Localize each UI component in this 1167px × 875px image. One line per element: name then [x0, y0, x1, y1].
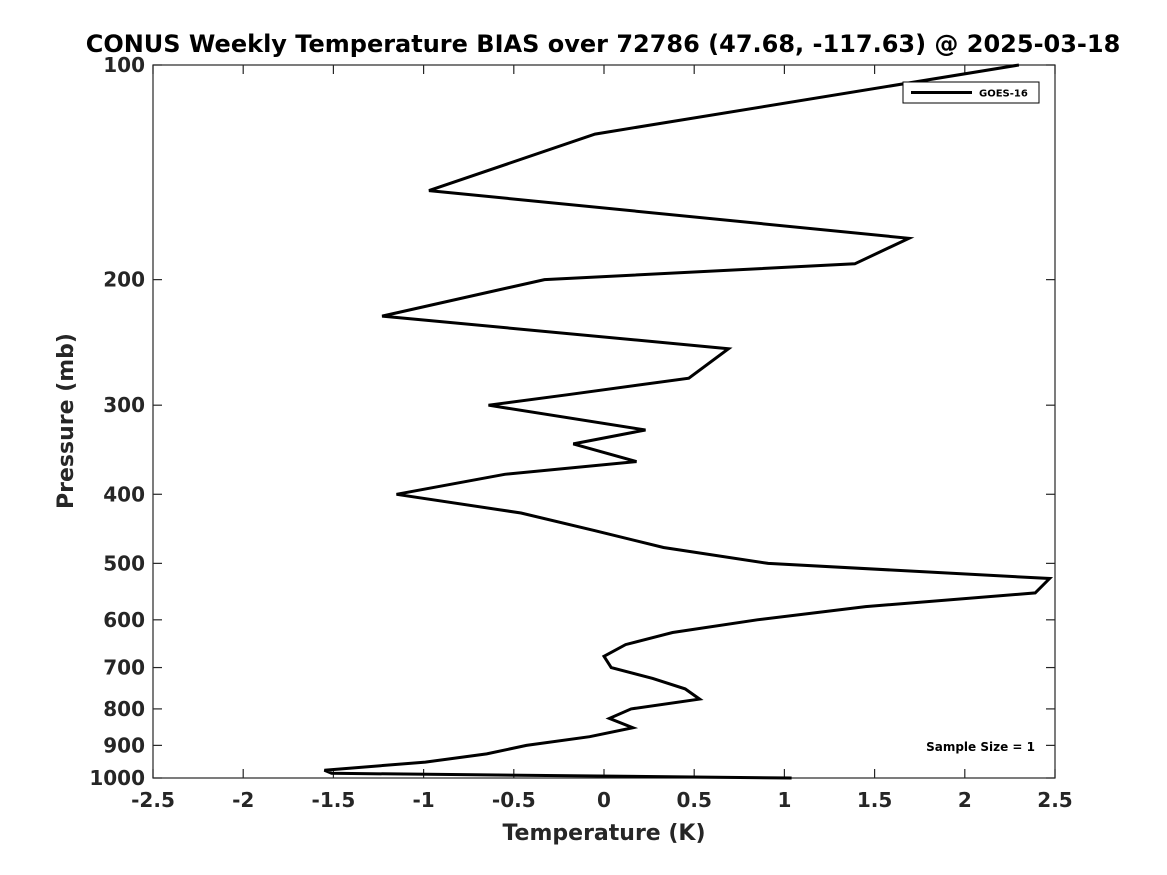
x-tick-label: -0.5 [492, 788, 536, 812]
y-tick-label: 700 [103, 656, 145, 680]
y-tick-label: 400 [103, 482, 145, 506]
x-tick-label: 1.5 [857, 788, 892, 812]
y-tick-label: 100 [103, 53, 145, 77]
y-tick-label: 200 [103, 268, 145, 292]
y-tick-label: 1000 [89, 766, 145, 790]
y-tick-label: 900 [103, 733, 145, 757]
x-tick-label: 2 [958, 788, 972, 812]
x-tick-label: 0 [597, 788, 611, 812]
chart-title: CONUS Weekly Temperature BIAS over 72786… [86, 30, 1121, 58]
legend: GOES-16 [902, 81, 1040, 104]
y-tick-label: 300 [103, 393, 145, 417]
y-axis-label: Pressure (mb) [54, 333, 79, 509]
x-tick-label: 1 [777, 788, 791, 812]
series-layer [323, 63, 1054, 780]
x-tick-label: -1.5 [312, 788, 356, 812]
sample-size-annotation: Sample Size = 1 [926, 740, 1035, 754]
x-axis: -2.5 -2 -1.5 -1 -0.5 0 0.5 1 1.5 2 2.5 [131, 65, 1073, 812]
legend-label-goes-16: GOES-16 [979, 89, 1028, 100]
x-tick-label: -2 [232, 788, 254, 812]
y-tick-label: 800 [103, 697, 145, 721]
x-tick-label: -1 [412, 788, 434, 812]
y-tick-label: 600 [103, 608, 145, 632]
y-axis: 100 200 300 400 500 600 700 800 900 1000 [89, 53, 1055, 790]
y-tick-label: 500 [103, 551, 145, 575]
x-tick-label: 2.5 [1037, 788, 1072, 812]
x-tick-label: -2.5 [131, 788, 175, 812]
x-tick-label: 0.5 [676, 788, 711, 812]
series-line-goes-16 [323, 63, 1054, 780]
x-axis-label: Temperature (K) [502, 821, 705, 846]
